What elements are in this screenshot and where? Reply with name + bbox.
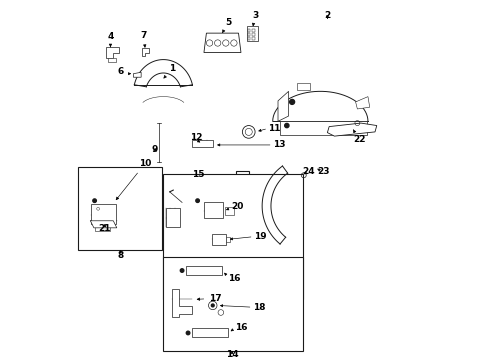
Bar (186, 266, 221, 275)
Text: 7: 7 (141, 31, 147, 47)
Polygon shape (278, 91, 288, 121)
Polygon shape (133, 72, 141, 77)
Circle shape (186, 331, 189, 335)
Text: 10: 10 (116, 159, 151, 200)
Text: 21: 21 (98, 224, 110, 233)
Text: 19: 19 (254, 232, 266, 241)
Polygon shape (327, 123, 376, 136)
Text: 24: 24 (302, 167, 314, 176)
Text: 16: 16 (235, 323, 247, 332)
Circle shape (180, 269, 183, 272)
Bar (252, 33, 255, 36)
Bar (94, 224, 110, 231)
Bar (108, 58, 116, 62)
Text: 6: 6 (117, 67, 123, 76)
Text: 5: 5 (222, 18, 230, 32)
Polygon shape (172, 289, 191, 317)
Polygon shape (203, 33, 241, 53)
Text: 23: 23 (316, 167, 329, 176)
Bar (212, 234, 225, 245)
Bar (91, 204, 116, 224)
Text: 16: 16 (227, 274, 240, 283)
Bar (192, 328, 227, 337)
Circle shape (289, 99, 294, 104)
Text: 9: 9 (151, 145, 158, 154)
Circle shape (284, 123, 288, 128)
Bar (280, 121, 366, 135)
Text: 11: 11 (268, 124, 281, 133)
Circle shape (222, 40, 228, 46)
Polygon shape (90, 221, 117, 228)
Bar (247, 26, 257, 41)
Bar (225, 237, 229, 242)
Text: 4: 4 (107, 32, 113, 47)
Text: 14: 14 (225, 350, 238, 359)
Circle shape (211, 304, 214, 307)
Polygon shape (355, 96, 369, 109)
Polygon shape (106, 47, 118, 58)
Bar (192, 140, 212, 147)
Bar (166, 208, 179, 227)
Circle shape (230, 40, 237, 46)
Bar (247, 29, 250, 32)
Circle shape (214, 40, 221, 46)
Bar (203, 202, 223, 218)
Text: 13: 13 (273, 140, 285, 149)
Text: 12: 12 (189, 133, 202, 142)
Bar (252, 29, 255, 32)
Circle shape (195, 199, 199, 202)
Bar (252, 37, 255, 40)
Circle shape (93, 199, 96, 202)
Polygon shape (141, 48, 148, 56)
Bar (235, 171, 248, 199)
Text: 18: 18 (253, 303, 265, 312)
Text: 22: 22 (352, 130, 365, 144)
Bar (163, 174, 302, 300)
Text: 8: 8 (117, 251, 123, 260)
Text: 3: 3 (251, 11, 258, 26)
Text: 1: 1 (163, 64, 175, 78)
Text: 17: 17 (197, 294, 222, 303)
Text: 20: 20 (231, 202, 243, 211)
Bar (297, 83, 309, 90)
Bar (163, 257, 302, 351)
Text: 2: 2 (324, 11, 330, 20)
Circle shape (206, 40, 212, 46)
Bar (247, 37, 250, 40)
Text: 15: 15 (192, 170, 204, 179)
Bar (247, 33, 250, 36)
Bar (224, 207, 233, 215)
Bar (78, 167, 161, 250)
